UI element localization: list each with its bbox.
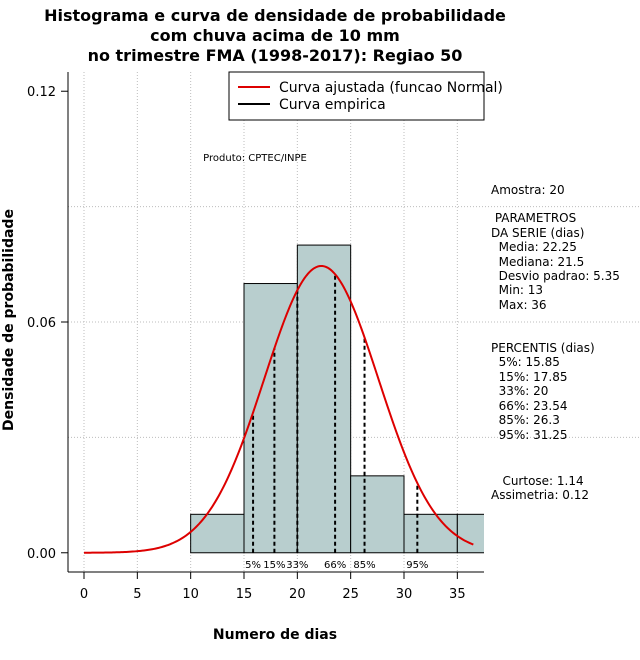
percentile-label: 95% [406, 560, 428, 571]
x-tick-label: 5 [133, 587, 141, 602]
x-tick-label: 0 [80, 587, 88, 602]
stats-pct-5: 5%: 15.85 [491, 355, 560, 369]
y-axis-title: Densidade de probabilidade [1, 209, 17, 431]
percentile-layer: 5% 15% 33% 66% 85% 95% [245, 274, 428, 571]
y-tick-label: 0.06 [27, 316, 56, 331]
x-axis-title: Numero de dias [213, 627, 337, 643]
chart-title-line-1: Histograma e curva de densidade de proba… [44, 6, 506, 25]
stats-pct-15: 15%: 17.85 [491, 370, 568, 384]
stats-pct-95: 95%: 31.25 [491, 428, 568, 442]
product-label: Produto: CPTEC/INPE [203, 153, 307, 164]
stats-params-header-2: DA SERIE (dias) [491, 226, 584, 240]
stats-pct-85: 85%: 26.3 [491, 413, 560, 427]
y-tick-label: 0.00 [27, 547, 56, 562]
percentile-label: 5% [245, 560, 261, 571]
percentile-label: 15% [263, 560, 285, 571]
histogram-bar [190, 513, 245, 554]
stats-param-mean: Media: 22.25 [491, 240, 577, 254]
stats-skewness: Assimetria: 0.12 [491, 488, 589, 502]
stats-panel: Amostra: 20 PARAMETROS DA SERIE (dias) M… [491, 183, 620, 502]
x-tick-label: 35 [449, 587, 466, 602]
stats-sample: Amostra: 20 [491, 183, 565, 197]
percentile-label: 33% [286, 560, 308, 571]
stats-kurtosis: Curtose: 1.14 [491, 474, 584, 488]
stats-param-min: Min: 13 [491, 283, 543, 297]
normal-fit-curve [83, 264, 474, 554]
histogram-bar [403, 513, 458, 554]
bar-layer [190, 244, 484, 554]
chart-title-line-2: com chuva acima de 10 mm [150, 26, 400, 45]
chart-title-line-3: no trimestre FMA (1998-2017): Regiao 50 [88, 46, 463, 65]
stats-param-max: Max: 36 [491, 298, 547, 312]
axis-layer: 0 5 10 15 20 25 30 35 0.00 0.06 0.12 [27, 72, 484, 602]
x-tick-label: 10 [182, 587, 199, 602]
x-tick-label: 15 [236, 587, 253, 602]
legend: Curva ajustada (funcao Normal) Curva emp… [228, 71, 503, 121]
curve-layer [83, 264, 474, 554]
histogram-bar [296, 244, 352, 554]
percentile-label: 85% [353, 560, 375, 571]
stats-params-header-1: PARAMETROS [491, 211, 576, 225]
x-tick-label: 30 [396, 587, 413, 602]
histogram-bar [350, 475, 405, 554]
percentile-label: 66% [324, 560, 346, 571]
legend-label-normal: Curva ajustada (funcao Normal) [279, 80, 503, 96]
stats-percentile-header: PERCENTIS (dias) [491, 341, 595, 355]
legend-label-empirical: Curva empirica [279, 97, 386, 113]
stats-pct-33: 33%: 20 [491, 384, 548, 398]
histogram-bar [456, 513, 484, 554]
y-tick-label: 0.12 [27, 85, 56, 100]
x-tick-label: 20 [289, 587, 306, 602]
x-tick-label: 25 [342, 587, 359, 602]
stats-param-sd: Desvio padrao: 5.35 [491, 269, 620, 283]
legend-box [228, 71, 485, 121]
stats-param-median: Mediana: 21.5 [491, 255, 584, 269]
stats-pct-66: 66%: 23.54 [491, 399, 568, 413]
